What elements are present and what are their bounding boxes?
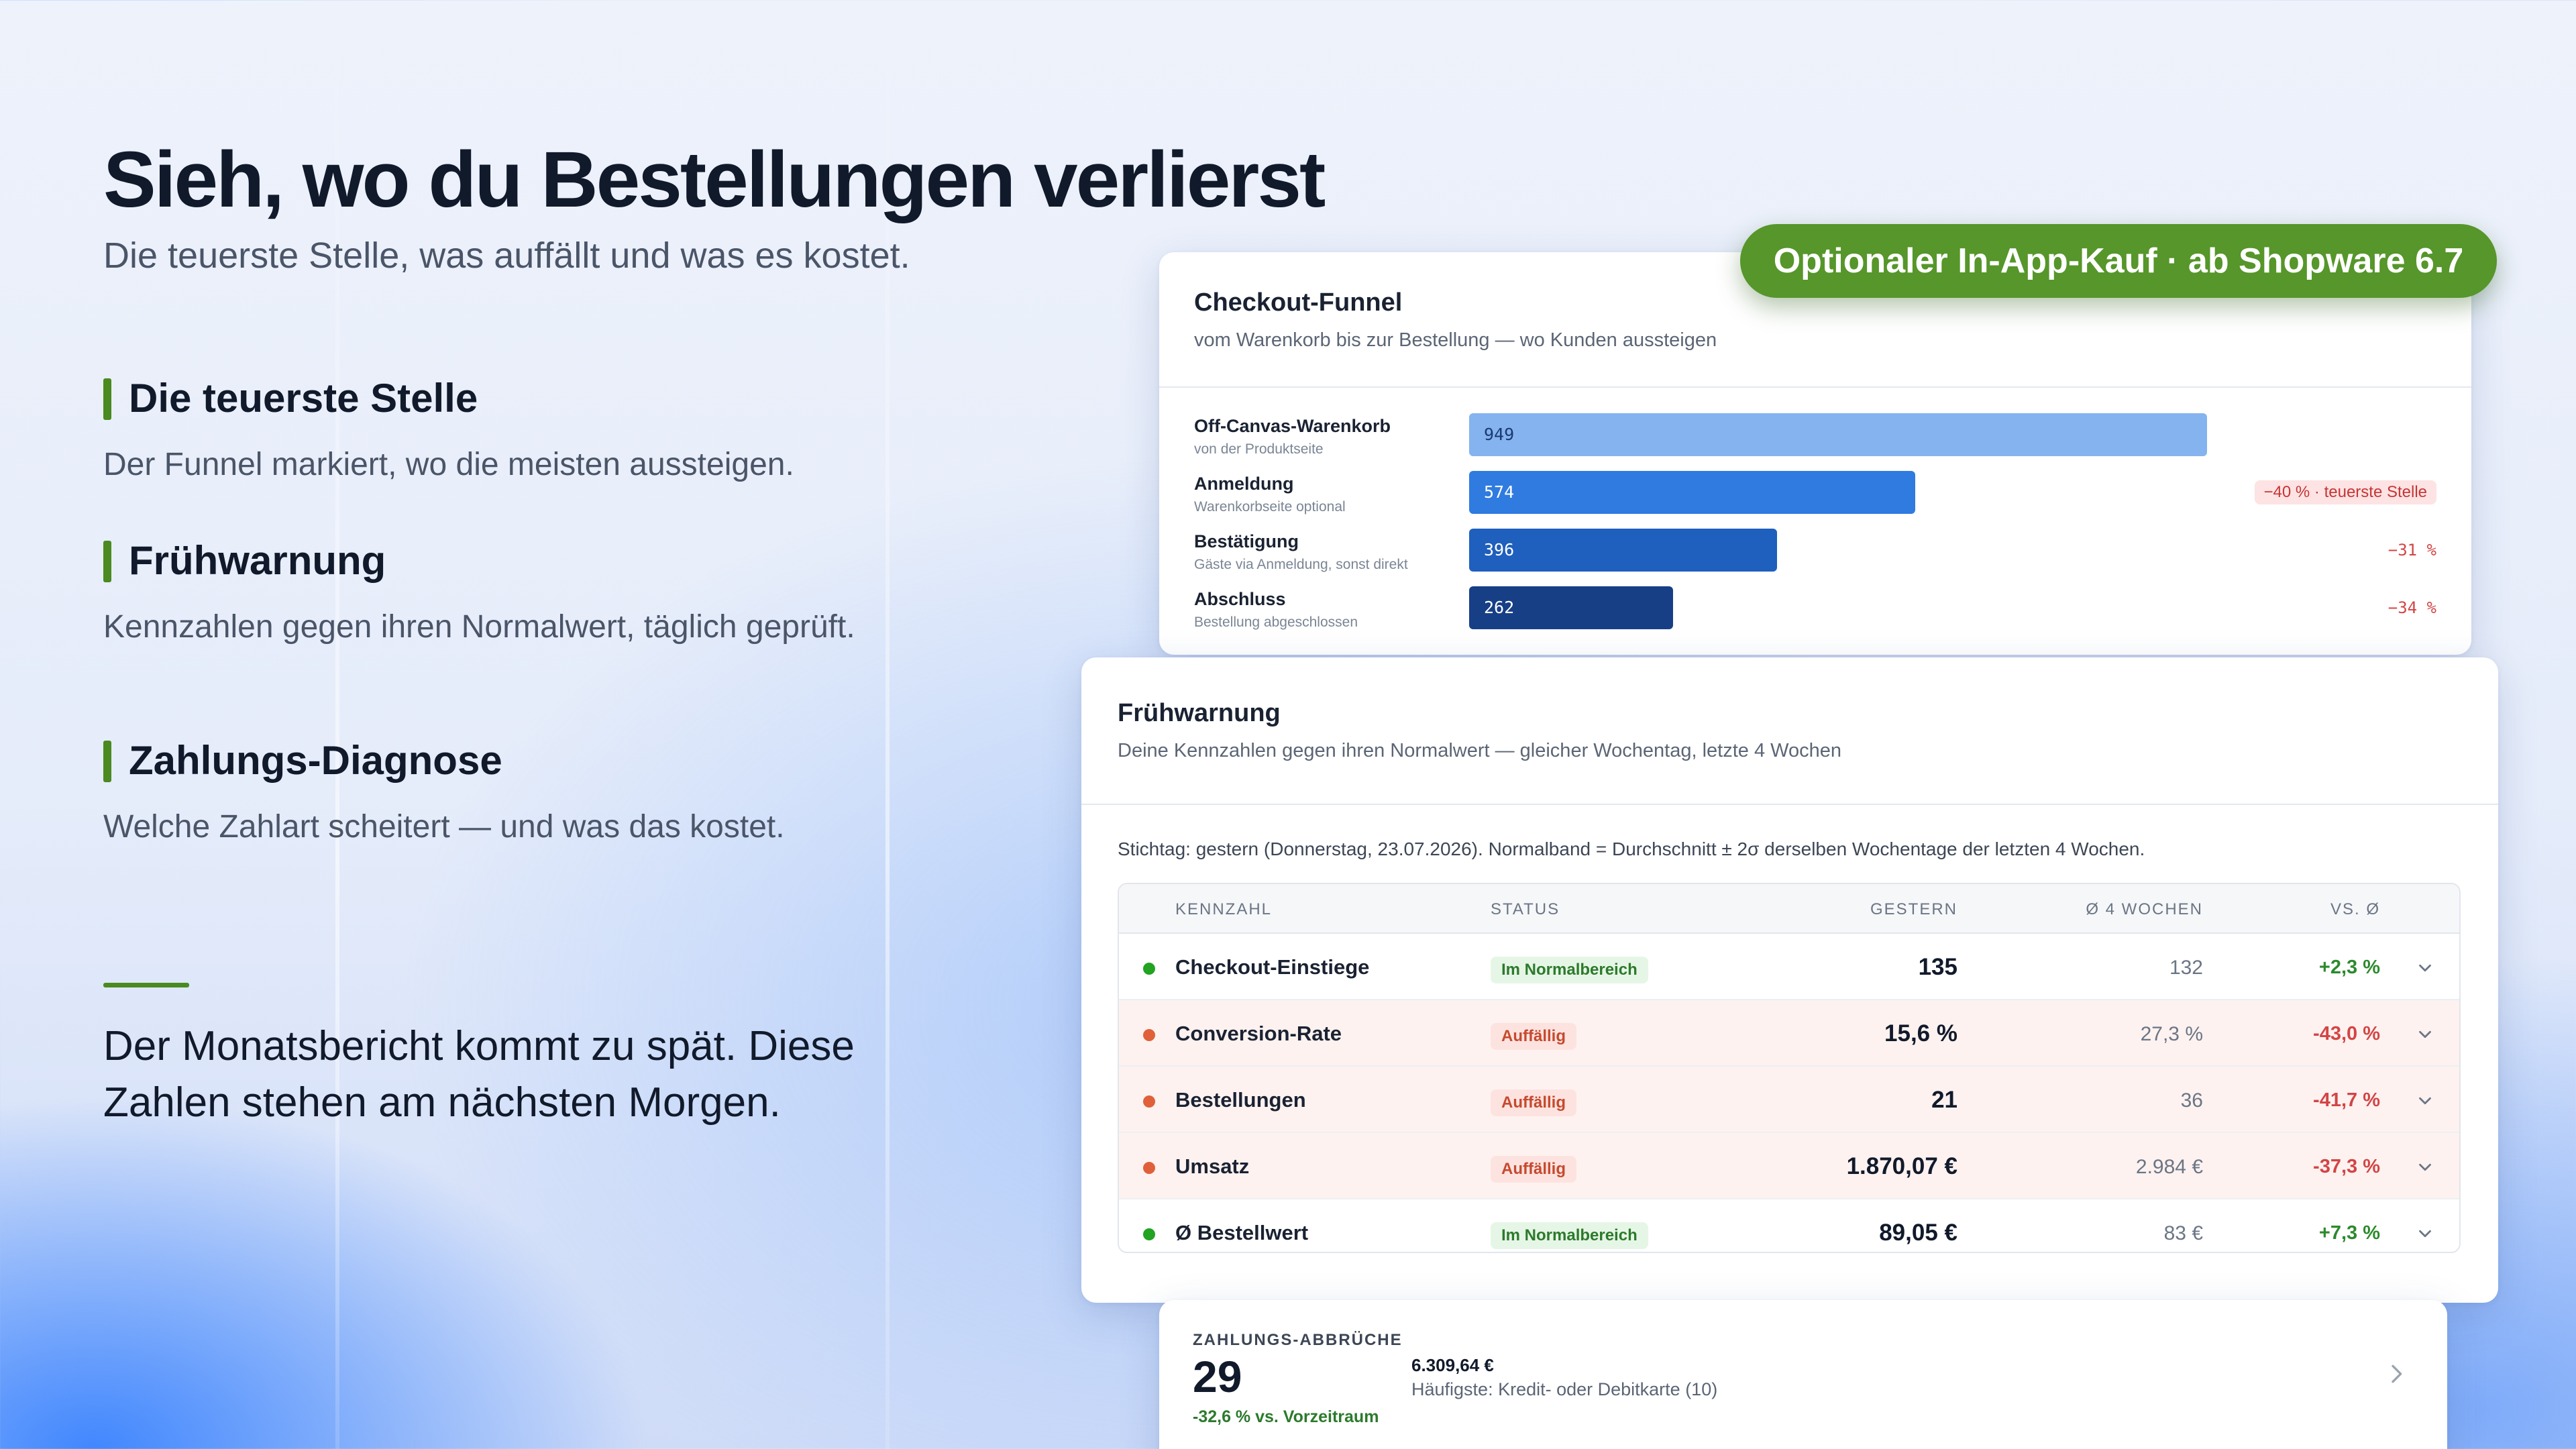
status-badge: Auffällig xyxy=(1491,1089,1576,1116)
page-title: Sieh, wo du Bestellungen verlierst xyxy=(103,136,1326,224)
early-warning-card: Frühwarnung Deine Kennzahlen gegen ihren… xyxy=(1081,657,2498,1303)
table-row[interactable]: Checkout-Einstiege Im Normalbereich 135 132… xyxy=(1119,934,2459,1000)
funnel-bar: 396 xyxy=(1469,529,1777,572)
feature-title: Zahlungs-Diagnose xyxy=(103,737,881,785)
payment-abort-card[interactable]: ZAHLUNGS-ABBRÜCHE 29 -32,6 % vs. Vorzeit… xyxy=(1159,1300,2447,1449)
card-header: Checkout-Funnel vom Warenkorb bis zur Be… xyxy=(1159,252,2471,388)
funnel-bar: 262 xyxy=(1469,586,1673,629)
feature-title: Die teuerste Stelle xyxy=(103,374,881,423)
kpi-4week-avg: 2.984 € xyxy=(2135,1156,2203,1178)
funnel-step-label: Anmeldung xyxy=(1194,474,1294,494)
kpi-yesterday: 15,6 % xyxy=(1884,1020,1957,1046)
card-subtitle: vom Warenkorb bis zur Bestellung — wo Ku… xyxy=(1194,329,1717,351)
funnel-step-label: Off-Canvas-Warenkorb xyxy=(1194,416,1391,436)
feature-early-warning: Frühwarnung Kennzahlen gegen ihren Norma… xyxy=(103,537,881,649)
funnel-drop: −40 % · teuerste Stelle xyxy=(2254,480,2436,504)
payment-label: ZAHLUNGS-ABBRÜCHE xyxy=(1193,1331,1403,1349)
chevron-right-icon[interactable] xyxy=(2383,1360,2410,1387)
kpi-yesterday: 21 xyxy=(1931,1087,1957,1113)
funnel-step: Off-Canvas-Warenkorb von der Produktseite… xyxy=(1194,413,2436,460)
kpi-4week-avg: 36 xyxy=(2180,1089,2203,1112)
kpi-yesterday: 1.870,07 € xyxy=(1846,1153,1957,1179)
divider xyxy=(103,983,189,987)
card-header: Frühwarnung Deine Kennzahlen gegen ihren… xyxy=(1081,657,2498,805)
kpi-yesterday: 89,05 € xyxy=(1879,1220,1957,1246)
table-row[interactable]: Umsatz Auffällig 1.870,07 € 2.984 € -37,3 % xyxy=(1119,1133,2459,1199)
column-header-status: STATUS xyxy=(1491,900,1560,918)
funnel-step-sub: Bestellung abgeschlossen xyxy=(1194,614,1358,630)
funnel-step-sub: Gäste via Anmeldung, sonst direkt xyxy=(1194,557,1408,572)
kpi-vs-avg: -43,0 % xyxy=(2313,1023,2380,1044)
card-subtitle: Deine Kennzahlen gegen ihren Normalwert … xyxy=(1118,740,1841,761)
column-header-avg: Ø 4 WOCHEN xyxy=(2086,900,2203,918)
column-header-vs: VS. Ø xyxy=(2330,900,2380,918)
payment-count: 29 xyxy=(1193,1352,1242,1401)
funnel-bar: 574 xyxy=(1469,471,1915,514)
card-title: Checkout-Funnel xyxy=(1194,288,1403,317)
funnel-bar: 949 xyxy=(1469,413,2207,456)
feature-desc: Kennzahlen gegen ihren Normalwert, tägli… xyxy=(103,609,855,645)
chevron-down-icon[interactable] xyxy=(2415,1091,2435,1111)
kpi-name: Umsatz xyxy=(1175,1155,1250,1178)
kpi-vs-avg: +2,3 % xyxy=(2318,957,2380,978)
status-badge: Auffällig xyxy=(1491,1156,1576,1183)
kpi-vs-avg: +7,3 % xyxy=(2318,1222,2380,1244)
table-header: KENNZAHL STATUS GESTERN Ø 4 WOCHEN VS. Ø xyxy=(1119,884,2459,934)
status-badge: Im Normalbereich xyxy=(1491,1222,1648,1249)
column-header-gestern: GESTERN xyxy=(1870,900,1957,918)
chevron-down-icon[interactable] xyxy=(2415,958,2435,978)
status-badge: Im Normalbereich xyxy=(1491,957,1648,983)
chevron-down-icon[interactable] xyxy=(2415,1157,2435,1177)
kpi-vs-avg: -37,3 % xyxy=(2313,1156,2380,1177)
card-title: Frühwarnung xyxy=(1118,699,1281,727)
funnel-step-sub: von der Produktseite xyxy=(1194,441,1324,457)
table-row[interactable]: Ø Bestellwert Im Normalbereich 89,05 € 83 €… xyxy=(1119,1199,2459,1252)
status-dot xyxy=(1143,963,1155,975)
funnel-step-label: Bestätigung xyxy=(1194,531,1299,551)
status-dot xyxy=(1143,1162,1155,1174)
table-row[interactable]: Bestellungen Auffällig 21 36 -41,7 % xyxy=(1119,1067,2459,1133)
closing-text: Der Monatsbericht kommt zu spät. Diese Z… xyxy=(103,1023,855,1126)
table-row[interactable]: Conversion-Rate Auffällig 15,6 % 27,3 % -43,… xyxy=(1119,1000,2459,1067)
chevron-down-icon[interactable] xyxy=(2415,1224,2435,1244)
feature-payment-diagnosis: Zahlungs-Diagnose Welche Zahlart scheite… xyxy=(103,737,881,849)
kpi-vs-avg: -41,7 % xyxy=(2313,1089,2380,1111)
kpi-4week-avg: 132 xyxy=(2169,957,2203,979)
status-dot xyxy=(1143,1228,1155,1240)
payment-top-method: Häufigste: Kredit- oder Debitkarte (10) xyxy=(1411,1379,1718,1399)
kpi-table: KENNZAHL STATUS GESTERN Ø 4 WOCHEN VS. Ø… xyxy=(1118,883,2461,1253)
kpi-4week-avg: 83 € xyxy=(2163,1222,2203,1244)
feature-desc: Der Funnel markiert, wo die meisten auss… xyxy=(103,447,794,482)
reference-date-note: Stichtag: gestern (Donnerstag, 23.07.202… xyxy=(1118,839,2145,859)
checkout-funnel-card: Checkout-Funnel vom Warenkorb bis zur Be… xyxy=(1159,252,2471,655)
kpi-yesterday: 135 xyxy=(1918,954,1957,980)
kpi-name: Checkout-Einstiege xyxy=(1175,955,1370,979)
funnel-step-sub: Warenkorbseite optional xyxy=(1194,499,1346,515)
funnel-drop: −31 % xyxy=(2387,541,2436,559)
status-dot xyxy=(1143,1029,1155,1041)
status-badge: Auffällig xyxy=(1491,1023,1576,1050)
funnel-drop: −34 % xyxy=(2387,598,2436,617)
feature-title: Frühwarnung xyxy=(103,537,881,585)
feature-expensive-spot: Die teuerste Stelle Der Funnel markiert,… xyxy=(103,374,881,487)
kpi-4week-avg: 27,3 % xyxy=(2140,1023,2203,1045)
feature-desc: Welche Zahlart scheitert — und was das k… xyxy=(103,809,785,845)
funnel-step-label: Abschluss xyxy=(1194,589,1286,609)
chevron-down-icon[interactable] xyxy=(2415,1024,2435,1044)
payment-delta: -32,6 % vs. Vorzeitraum xyxy=(1193,1407,1379,1426)
status-dot xyxy=(1143,1095,1155,1108)
funnel-step: Abschluss Bestellung abgeschlossen 262 −34 … xyxy=(1194,586,2436,633)
funnel-step: Bestätigung Gäste via Anmeldung, sonst di… xyxy=(1194,529,2436,576)
kpi-name: Ø Bestellwert xyxy=(1175,1221,1309,1244)
kpi-name: Bestellungen xyxy=(1175,1088,1306,1112)
funnel-step: Anmeldung Warenkorbseite optional 574 −40 %… xyxy=(1194,471,2436,518)
column-header-kennzahl: KENNZAHL xyxy=(1175,900,1273,918)
kpi-name: Conversion-Rate xyxy=(1175,1022,1342,1045)
page-subtitle: Die teuerste Stelle, was auffällt und wa… xyxy=(103,235,910,276)
payment-amount: 6.309,64 € xyxy=(1411,1355,1494,1375)
in-app-purchase-badge: Optionaler In-App-Kauf · ab Shopware 6.7 xyxy=(1740,224,2497,298)
